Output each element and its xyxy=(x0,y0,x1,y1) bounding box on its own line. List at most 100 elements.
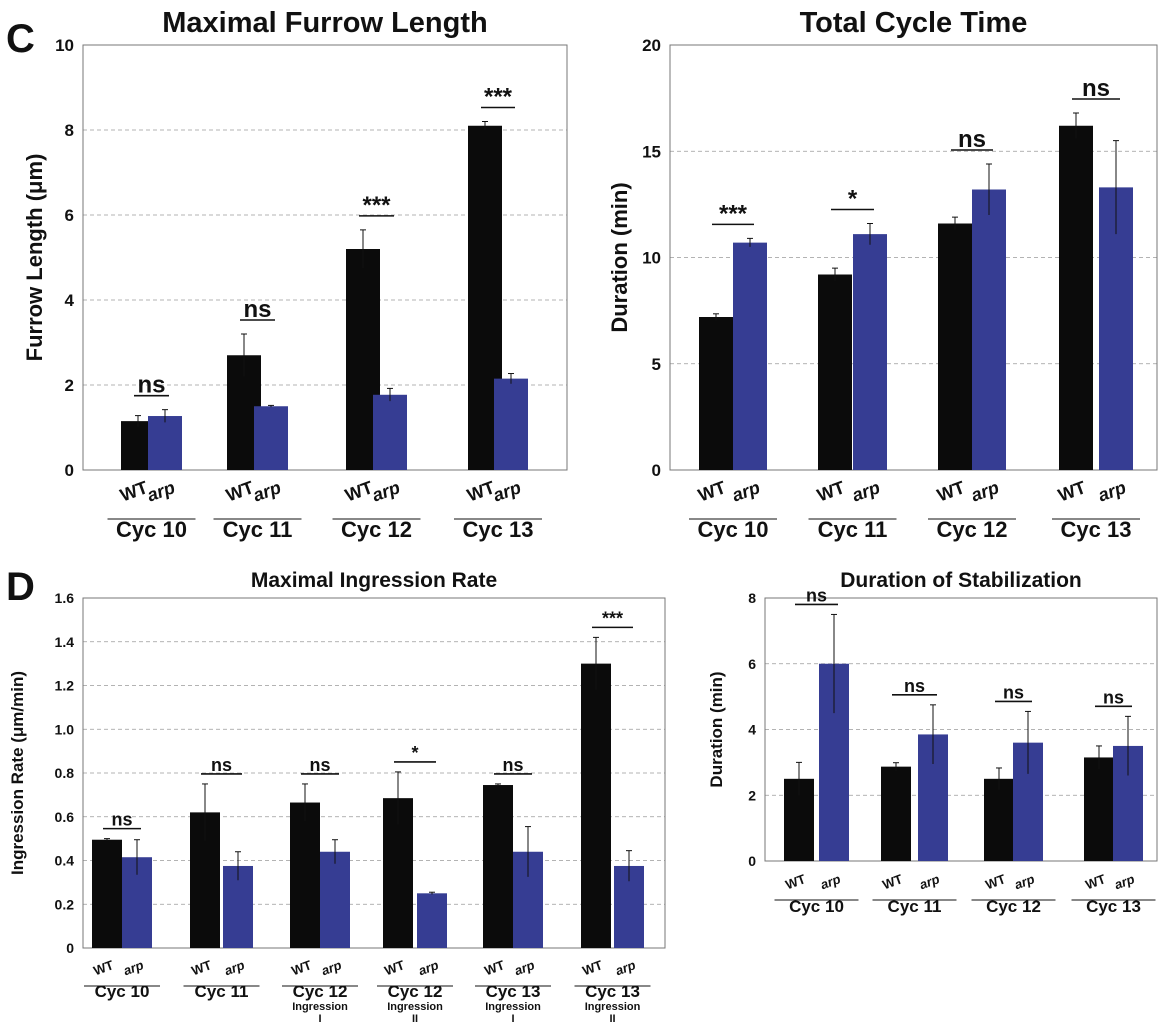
category-label: Cyc 13 xyxy=(463,517,534,542)
series-label-wt: WT xyxy=(695,477,728,505)
category-label: Cyc 11 xyxy=(818,517,888,542)
bar-arp xyxy=(320,851,350,948)
y-tick-label: 1.6 xyxy=(55,590,75,606)
y-tick-label: 1.4 xyxy=(55,634,75,650)
series-label-wt: WT xyxy=(580,957,604,978)
y-axis-label: Furrow Length (μm) xyxy=(22,154,47,362)
chart-title: Total Cycle Time xyxy=(800,7,1028,39)
y-tick-label: 0 xyxy=(652,461,661,480)
series-label-arp: arp xyxy=(917,871,941,892)
bar-arp xyxy=(148,416,182,470)
category-label: Cyc 13 xyxy=(486,982,541,1001)
panel-maximal-ingression-rate: D Maximal Ingression Rate 0 0.2 0.4 0.6 0.8 1.0… xyxy=(6,565,666,1025)
bar-arp xyxy=(254,406,288,470)
significance-label: *** xyxy=(602,608,623,628)
significance-label: ns xyxy=(1082,75,1110,102)
series-label-wt: WT xyxy=(189,957,213,978)
category-label: Cyc 11 xyxy=(888,897,942,916)
category-label: Cyc 12 xyxy=(341,517,412,542)
y-axis-label: Duration (min) xyxy=(707,671,726,787)
panel-duration-of-stabilization: Duration of Stabilization 0 2 4 6 8 Duration (… xyxy=(707,569,1158,916)
category-label: Cyc 11 xyxy=(195,982,249,1001)
y-tick-label: 20 xyxy=(642,36,661,55)
series-label-arp: arp xyxy=(968,477,1001,505)
bar-wt xyxy=(881,766,911,861)
category-label: Cyc 13 xyxy=(585,982,640,1001)
category-label: Cyc 13 xyxy=(1086,897,1141,916)
y-tick-label: 6 xyxy=(65,206,74,225)
series-label-wt: WT xyxy=(91,957,115,978)
category-label: Cyc 10 xyxy=(116,517,187,542)
y-tick-label: 2 xyxy=(65,376,74,395)
series-label-wt: WT xyxy=(382,957,406,978)
y-tick-label: 10 xyxy=(642,249,661,268)
bar-wt xyxy=(92,839,122,948)
panel-maximal-furrow-length: C Maximal Furrow Length 0 2 4 6 8 10 Furrow Leng… xyxy=(6,7,568,542)
bar-wt xyxy=(290,802,320,948)
significance-label: *** xyxy=(719,200,748,227)
bar-arp xyxy=(1099,187,1133,470)
y-tick-label: 2 xyxy=(748,787,756,803)
bar-arp xyxy=(733,242,767,470)
y-tick-label: 0 xyxy=(66,940,74,956)
plot-frame xyxy=(82,44,568,471)
plot-frame xyxy=(82,597,666,949)
significance-label: ns xyxy=(904,676,925,696)
significance-label: ns xyxy=(211,755,232,775)
series-label-arp: arp xyxy=(490,477,523,505)
significance-label: *** xyxy=(362,192,391,219)
y-tick-label: 0.6 xyxy=(55,809,75,825)
category-label: Cyc 11 xyxy=(223,517,293,542)
category-sublabel: I xyxy=(318,1013,321,1025)
series-label-arp: arp xyxy=(512,957,536,978)
y-tick-label: 4 xyxy=(748,722,756,738)
y-tick-label: 0 xyxy=(65,461,74,480)
series-label-arp: arp xyxy=(416,957,440,978)
significance-label: ns xyxy=(1003,682,1024,702)
category-label: Cyc 12 xyxy=(986,897,1041,916)
category-sublabel: II xyxy=(609,1013,615,1025)
bar-arp xyxy=(853,234,887,470)
series-label-wt: WT xyxy=(482,957,506,978)
series-label-wt: WT xyxy=(983,871,1007,892)
y-tick-label: 15 xyxy=(642,142,661,161)
series-label-arp: arp xyxy=(818,871,842,892)
series-label-arp: arp xyxy=(1012,871,1036,892)
series-label-wt: WT xyxy=(814,477,847,505)
panel-letter: C xyxy=(6,17,35,61)
y-tick-label: 10 xyxy=(55,36,74,55)
y-tick-label: 0 xyxy=(748,853,756,869)
series-label-arp: arp xyxy=(250,477,283,505)
bar-wt xyxy=(1059,125,1093,470)
panel-letter: D xyxy=(6,565,35,609)
category-label: Cyc 12 xyxy=(937,517,1008,542)
category-sublabel: Ingression xyxy=(485,1001,541,1013)
significance-label: *** xyxy=(484,84,513,111)
plot-frame xyxy=(764,597,1158,862)
bar-arp xyxy=(494,378,528,470)
plot-frame xyxy=(669,44,1158,471)
category-sublabel: Ingression xyxy=(387,1001,443,1013)
bar-wt xyxy=(818,274,852,470)
category-sublabel: II xyxy=(412,1013,418,1025)
category-label: Cyc 10 xyxy=(698,517,769,542)
significance-label: ns xyxy=(958,126,986,153)
y-tick-label: 4 xyxy=(65,291,75,310)
category-sublabel: Ingression xyxy=(292,1001,348,1013)
bar-arp xyxy=(417,893,447,948)
series-label-arp: arp xyxy=(222,957,246,978)
series-label-wt: WT xyxy=(1083,871,1107,892)
category-sublabel: Ingression xyxy=(585,1001,641,1013)
bar-wt xyxy=(699,317,733,470)
significance-label: ns xyxy=(502,755,523,775)
series-label-wt: WT xyxy=(1055,477,1088,505)
significance-label: ns xyxy=(806,585,827,605)
bar-wt xyxy=(938,223,972,470)
series-label-wt: WT xyxy=(783,871,807,892)
category-label: Cyc 10 xyxy=(95,982,150,1001)
category-label: Cyc 12 xyxy=(388,982,443,1001)
series-label-arp: arp xyxy=(1112,871,1136,892)
significance-label: ns xyxy=(111,810,132,830)
significance-label: ns xyxy=(243,296,271,323)
